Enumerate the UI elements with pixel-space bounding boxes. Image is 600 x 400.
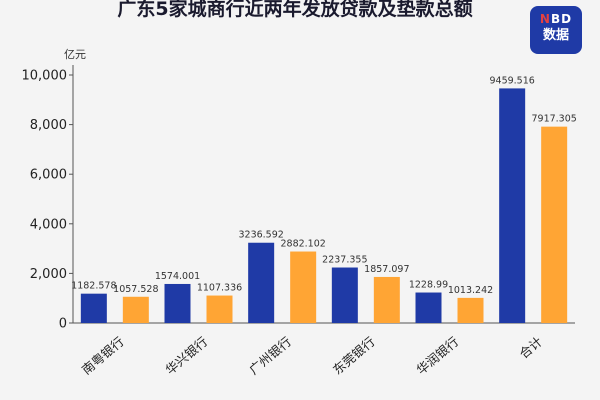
bar-series-2 (122, 296, 149, 323)
logo-top-letters: BD (550, 12, 573, 26)
bar-series-1 (80, 293, 107, 323)
nbd-data-logo: NBD 数据 (530, 6, 582, 54)
bar-data-label: 9459.516 (489, 75, 534, 86)
y-tick-label: 2,000 (30, 267, 67, 282)
y-axis-unit-label: 亿元 (64, 48, 86, 61)
bar-data-label: 3236.592 (238, 230, 283, 241)
bar-series-2 (206, 295, 233, 323)
bar-data-label: 2237.355 (322, 255, 367, 266)
bar-series-1 (331, 267, 358, 323)
bar-data-label: 1013.242 (448, 285, 493, 296)
chart-title: 广东5家城商行近两年发放贷款及垫款总额 (117, 0, 473, 20)
bar-data-label: 1107.336 (197, 283, 242, 294)
bar-series-1 (248, 242, 275, 323)
bar-data-label: 2882.102 (280, 239, 325, 250)
x-category-label: 合计 (516, 334, 545, 362)
y-tick-label: 4,000 (30, 217, 67, 232)
bar-data-label: 1228.99 (409, 280, 448, 291)
bar-series-1 (164, 283, 191, 323)
logo-accent-letter: N (539, 12, 551, 26)
logo-bottom-text: 数据 (542, 28, 569, 43)
logo-top-text: NBD (530, 11, 582, 27)
bar-series-2 (373, 276, 400, 323)
x-category-label: 华润银行 (413, 334, 461, 378)
x-category-label: 东莞银行 (330, 334, 378, 378)
bar-series-1 (415, 292, 442, 323)
bar-series-1 (499, 88, 526, 323)
bar-data-label: 1057.528 (113, 284, 158, 295)
bar-data-label: 1574.001 (155, 271, 200, 282)
bar-data-label: 1182.578 (71, 281, 116, 292)
y-tick-label: 6,000 (30, 168, 67, 183)
bar-data-label: 7917.305 (531, 114, 576, 125)
y-tick-label: 0 (59, 317, 67, 332)
x-category-label: 华兴银行 (162, 334, 210, 378)
bar-data-label: 1857.097 (364, 264, 409, 275)
x-category-label: 广州银行 (246, 334, 294, 378)
y-tick-label: 8,000 (30, 118, 67, 133)
bar-series-2 (290, 251, 317, 323)
x-category-label: 南粤银行 (79, 334, 127, 378)
y-tick-label: 10,000 (22, 69, 68, 84)
bar-series-2 (541, 126, 568, 323)
bar-series-2 (457, 297, 484, 323)
